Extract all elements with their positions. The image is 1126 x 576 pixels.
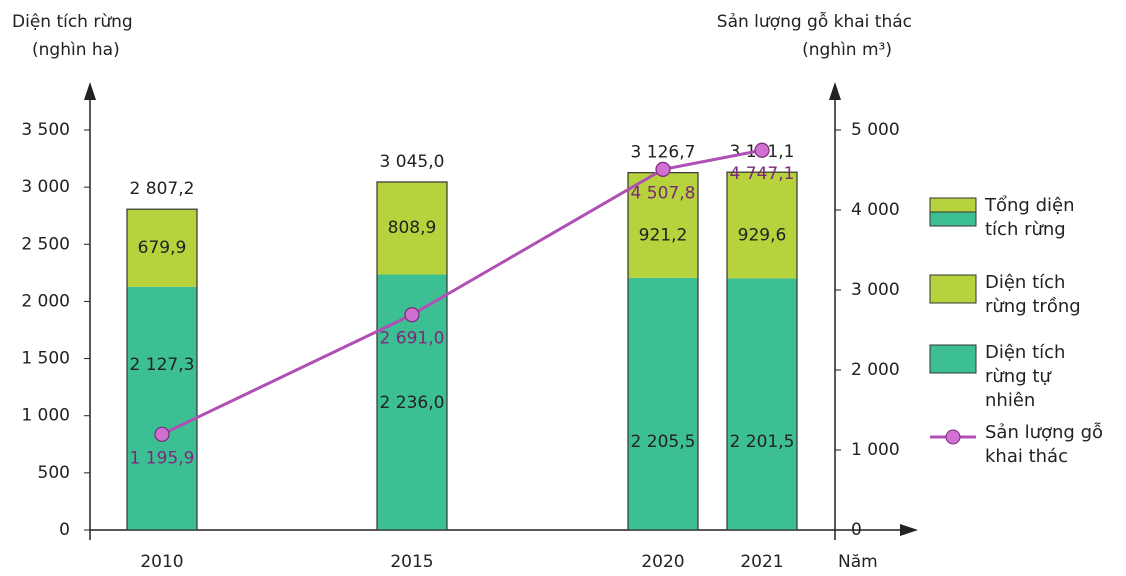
y-tick-label: 1 500	[21, 349, 70, 369]
bar-planted	[628, 172, 698, 278]
wood-label: 1 195,9	[130, 448, 195, 468]
wood-label: 2 691,0	[380, 329, 445, 349]
legend-label: Tổng diện tích rừng	[985, 195, 1075, 240]
bar-natural	[727, 278, 797, 530]
line-marker	[655, 161, 671, 177]
wood-label: 4 507,8	[631, 183, 696, 203]
legend-swatch	[929, 274, 977, 304]
legend-marker	[945, 429, 961, 445]
legend-swatch	[929, 197, 977, 213]
x-tick-label: 2021	[740, 552, 783, 572]
line-wood	[161, 148, 763, 436]
x-tick-label: 2010	[140, 552, 183, 572]
total-label: 2 807,2	[130, 179, 195, 199]
planted-label: 921,2	[639, 225, 688, 245]
y2-axis-title: (nghìn m³)	[802, 40, 892, 60]
legend-swatch	[929, 211, 977, 227]
legend-label: Diện tích rừng trồng	[985, 272, 1081, 317]
y2-tick-label: 5 000	[851, 120, 900, 140]
bar-natural	[127, 286, 197, 530]
wood-label: 4 747,1	[730, 164, 795, 184]
bar-total	[376, 181, 448, 531]
y2-tick-label: 2 000	[851, 360, 900, 380]
y-axis-title: Diện tích rừng	[12, 12, 133, 32]
y-tick-label: 3 500	[21, 120, 70, 140]
y-tick-label: 0	[59, 520, 70, 540]
legend-swatch	[929, 344, 977, 374]
bar-planted	[727, 172, 797, 279]
line-marker	[404, 307, 420, 323]
y2-tick-label: 4 000	[851, 200, 900, 220]
x-axis-title: Năm	[838, 552, 878, 572]
line-marker	[754, 142, 770, 158]
y-tick-label: 500	[38, 463, 70, 483]
total-label: 3 126,7	[631, 143, 696, 163]
line-marker	[154, 426, 170, 442]
total-label: 3 045,0	[380, 152, 445, 172]
bar-natural	[628, 277, 698, 530]
x-tick-label: 2020	[641, 552, 684, 572]
y2-tick-label: 1 000	[851, 440, 900, 460]
x-axis-arrow	[900, 524, 918, 536]
natural-label: 2 236,0	[380, 393, 445, 413]
y-axis-title: (nghìn ha)	[32, 40, 120, 60]
y-tick-label: 2 000	[21, 291, 70, 311]
y2-tick-label: 0	[851, 520, 862, 540]
y2-axis-title: Sản lượng gỗ khai thác	[717, 11, 912, 32]
y2-axis-arrow	[829, 82, 841, 100]
x-tick-label: 2015	[390, 552, 433, 572]
bar-planted	[127, 209, 197, 287]
y-tick-label: 1 000	[21, 406, 70, 426]
planted-label: 679,9	[138, 238, 187, 258]
natural-label: 2 201,5	[730, 432, 795, 452]
legend-label: Diện tích rừng tự nhiên	[985, 342, 1066, 411]
bar-total	[126, 208, 198, 531]
y-axis-arrow	[84, 82, 96, 100]
y-tick-label: 3 000	[21, 177, 70, 197]
planted-label: 929,6	[738, 225, 787, 245]
bar-total	[726, 171, 798, 531]
y-tick-label: 2 500	[21, 234, 70, 254]
planted-label: 808,9	[388, 218, 437, 238]
bar-planted	[377, 182, 447, 275]
y2-tick-label: 3 000	[851, 280, 900, 300]
legend-label: Sản lượng gỗ khai thác	[985, 422, 1104, 467]
natural-label: 2 205,5	[631, 432, 696, 452]
natural-label: 2 127,3	[130, 355, 195, 375]
